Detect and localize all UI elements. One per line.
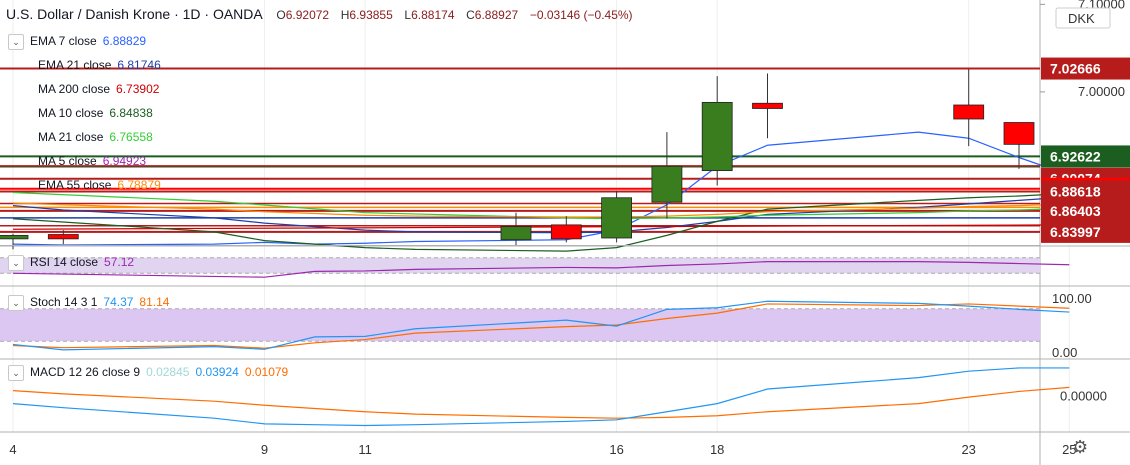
x-tick-label: 18 (710, 442, 724, 457)
indicator-line-ema-7-close (12, 131, 1070, 246)
macd-signal-value: 0.01079 (244, 365, 289, 380)
rsi-value: 57.12 (104, 255, 135, 270)
indicator-line-ema-55-close (12, 202, 1070, 218)
stoch-name: Stoch 14 3 1 (30, 295, 98, 310)
price-label-box (1041, 199, 1130, 222)
candle-body (701, 101, 733, 172)
indicator-line-ema-21-close (12, 196, 1070, 234)
currency-label: DKK (1068, 11, 1095, 26)
chevron-down-icon[interactable]: ⌄ (8, 295, 24, 311)
legend-row[interactable]: EMA 21 close 6.81746 (38, 58, 161, 72)
x-tick-label: 9 (261, 442, 268, 457)
price-label: 7.02666 (1050, 61, 1101, 77)
candle-body (1003, 122, 1035, 145)
price-label-box (1041, 57, 1130, 80)
rsi-line (12, 261, 1070, 278)
price-label: 6.92622 (1050, 148, 1101, 164)
currency-badge (1055, 7, 1111, 29)
macd-line (12, 367, 1070, 427)
x-tick-label: 23 (961, 442, 975, 457)
candle-body (601, 197, 632, 239)
stoch-k-line (12, 300, 1070, 351)
candle-body (752, 102, 783, 109)
ohlc-low: L6.88174 (404, 8, 455, 22)
indicator-value: 6.76558 (109, 130, 153, 144)
candle-body (953, 104, 985, 120)
legend-row[interactable]: EMA 55 close 6.78879 (38, 178, 161, 192)
indicator-name: MA 10 close (38, 106, 104, 120)
indicator-name: EMA 55 close (38, 178, 112, 192)
price-label: 6.88618 (1050, 183, 1101, 199)
macd-y-tick: 0.00000 (1060, 389, 1107, 404)
price-label-box (1041, 180, 1130, 203)
indicator-value: 6.73902 (116, 82, 160, 96)
chevron-down-icon[interactable]: ⌄ (8, 365, 24, 381)
indicator-value: 6.84838 (109, 106, 153, 120)
macd-hist-value: 0.02845 (146, 365, 190, 380)
indicator-name: MA 200 close (38, 82, 111, 96)
indicator-name: EMA 7 close (30, 34, 97, 49)
indicator-line-ma-21-close (12, 191, 1070, 220)
indicator-value: 6.94923 (102, 154, 147, 168)
rsi-name: RSI 14 close (30, 255, 99, 270)
indicator-line-ma-200-close (12, 224, 1070, 230)
stoch-d-value: 81.14 (139, 295, 170, 310)
stoch-band (0, 308, 1040, 342)
indicator-name: MA 21 close (38, 130, 104, 144)
candle-body (550, 224, 582, 240)
candle-body (651, 165, 683, 203)
price-label-box (1041, 145, 1130, 168)
rsi-band (0, 257, 1040, 274)
x-tick-label: 25 (1062, 442, 1076, 457)
macd-legend[interactable]: ⌄ MACD 12 26 close 9 0.02845 0.03924 0.01079 (8, 365, 288, 381)
ohlc-high: H6.93855 (340, 8, 393, 22)
x-tick-label: 11 (358, 442, 372, 457)
stoch-k-value: 74.37 (103, 295, 134, 310)
macd-value: 0.03924 (195, 365, 239, 380)
x-tick-label: 16 (609, 442, 623, 457)
indicator-name: EMA 21 close (38, 58, 112, 72)
macd-name: MACD 12 26 close 9 (30, 365, 141, 380)
candle-body (0, 234, 29, 240)
legend-row[interactable]: MA 10 close 6.84838 (38, 106, 153, 120)
chevron-down-icon[interactable]: ⌄ (8, 255, 24, 271)
y-tick-label: 7.10000 (1078, 0, 1125, 11)
rsi-legend[interactable]: ⌄ RSI 14 close 57.12 (8, 255, 134, 271)
y-tick-label: 7.00000 (1078, 84, 1125, 99)
stoch-legend[interactable]: ⌄ Stoch 14 3 1 74.37 81.14 (8, 295, 169, 311)
indicator-line-ma-10-close (12, 192, 1070, 252)
ohlc-change: −0.03146 (−0.45%) (529, 8, 633, 22)
legend-row[interactable]: MA 5 close 6.94923 (38, 154, 146, 168)
indicator-value: 6.78879 (117, 178, 161, 192)
ohlc-open: O6.92072 (276, 8, 330, 22)
gear-icon[interactable]: ⚙ (1072, 437, 1089, 457)
price-label: 6.83997 (1050, 224, 1101, 240)
candle-body (500, 226, 532, 241)
legend-row[interactable]: ⌄ EMA 7 close 6.88829 (8, 34, 146, 50)
indicator-value: 6.81746 (117, 58, 161, 72)
x-tick-label: 4 (9, 442, 16, 457)
macd-signal-line (12, 386, 1070, 419)
stoch-level-label: 100.00 (1052, 291, 1092, 306)
legend-row[interactable]: MA 200 close 6.73902 (38, 82, 159, 96)
indicator-name: MA 5 close (38, 154, 97, 168)
indicator-value: 6.88829 (102, 34, 147, 49)
main-pane-bottom (0, 245, 1040, 246)
chevron-down-icon[interactable]: ⌄ (8, 34, 24, 50)
price-label-box (1041, 220, 1130, 243)
ohlc-close: C6.88927 (466, 8, 519, 22)
legend-row[interactable]: MA 21 close 6.76558 (38, 130, 153, 144)
stoch-level-label: 0.00 (1052, 345, 1077, 360)
price-label: 6.86403 (1050, 203, 1101, 219)
candle-body (47, 234, 79, 240)
chart-header: U.S. Dollar / Danish Krone · 1D · OANDA … (6, 6, 641, 22)
symbol-title[interactable]: U.S. Dollar / Danish Krone · 1D · OANDA (6, 6, 263, 22)
